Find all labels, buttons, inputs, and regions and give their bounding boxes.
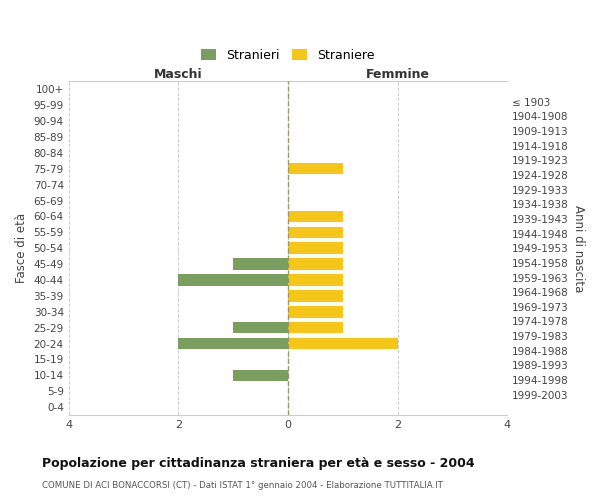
Text: Femmine: Femmine [366, 68, 430, 82]
Bar [178, 274, 288, 285]
Bar [233, 322, 288, 334]
Bar [288, 210, 343, 222]
Bar [233, 370, 288, 381]
Bar [288, 290, 343, 302]
Y-axis label: Anni di nascita: Anni di nascita [572, 204, 585, 292]
Bar [233, 258, 288, 270]
Bar [178, 338, 288, 349]
Bar [288, 338, 398, 349]
Bar [288, 274, 343, 285]
Y-axis label: Fasce di età: Fasce di età [15, 213, 28, 284]
Text: Maschi: Maschi [154, 68, 203, 82]
Bar [288, 322, 343, 334]
Text: Popolazione per cittadinanza straniera per età e sesso - 2004: Popolazione per cittadinanza straniera p… [42, 458, 475, 470]
Bar [288, 163, 343, 174]
Bar [288, 242, 343, 254]
Bar [288, 306, 343, 318]
Bar [288, 226, 343, 238]
Legend: Stranieri, Straniere: Stranieri, Straniere [196, 44, 380, 67]
Text: COMUNE DI ACI BONACCORSI (CT) - Dati ISTAT 1° gennaio 2004 - Elaborazione TUTTIT: COMUNE DI ACI BONACCORSI (CT) - Dati IST… [42, 481, 443, 490]
Bar [288, 258, 343, 270]
